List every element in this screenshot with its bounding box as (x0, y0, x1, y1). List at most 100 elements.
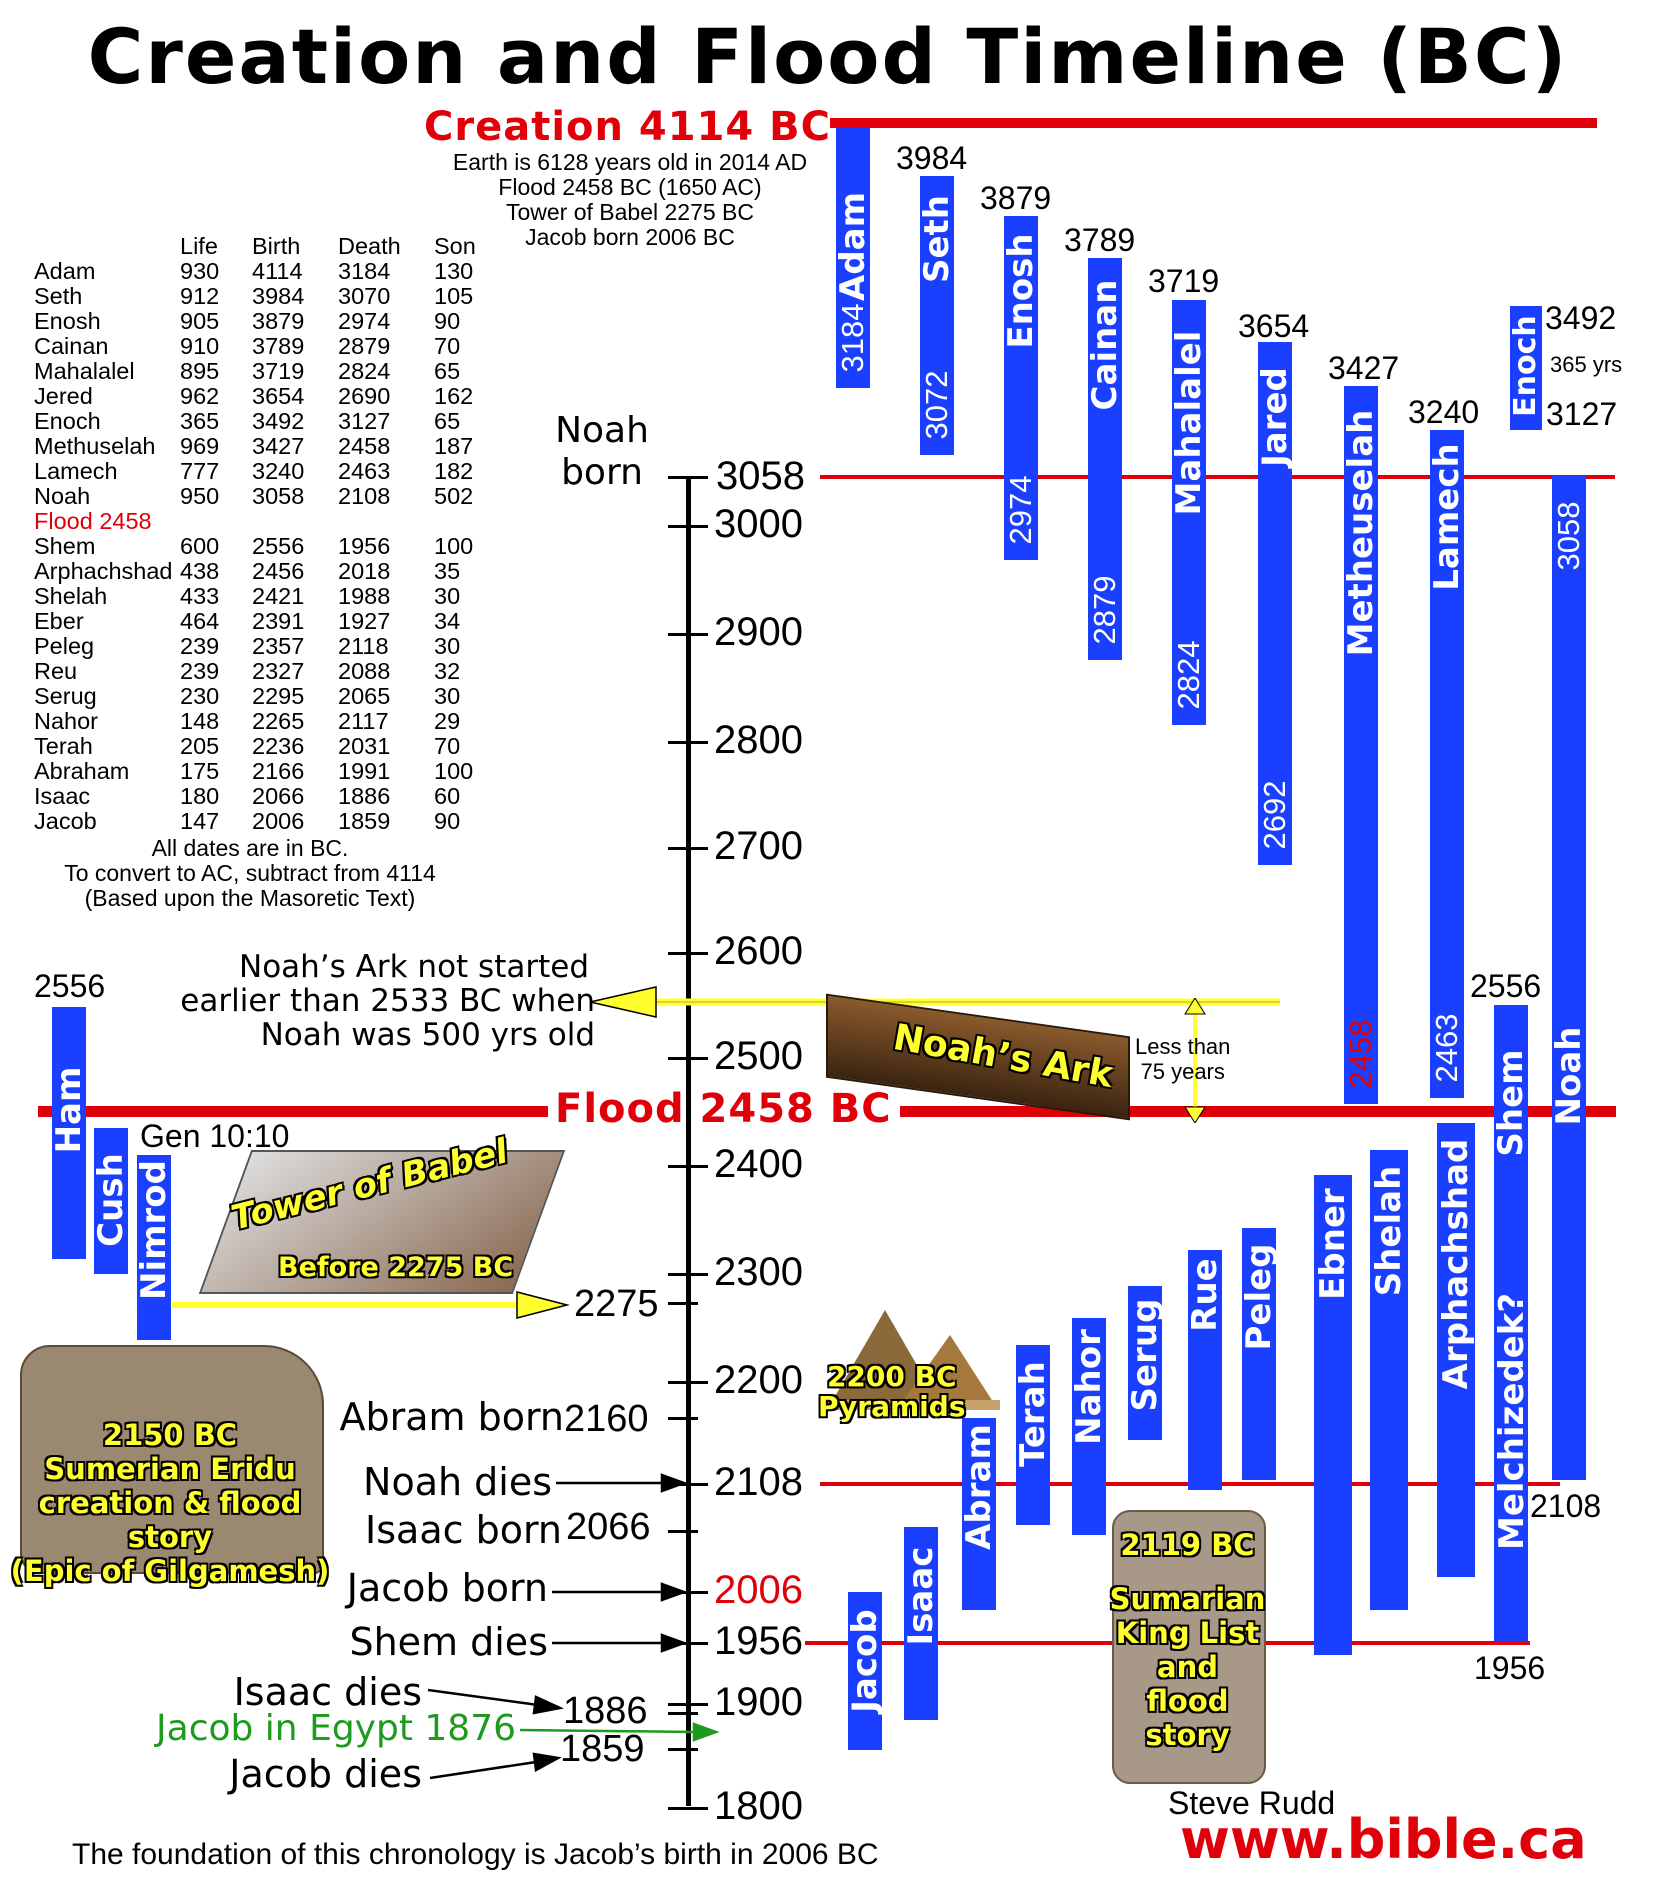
lifespan-bar-terah[interactable] (1016, 1345, 1050, 1525)
lifespan-bar-mahalalel[interactable] (1172, 300, 1206, 725)
axis-tick (668, 1591, 708, 1594)
table-cell: 950 (180, 483, 220, 509)
lifespan-bar-shelah[interactable] (1370, 1150, 1408, 1610)
table-cell: 3240 (252, 458, 305, 484)
table-cell: 2108 (338, 483, 391, 509)
table-cell: 205 (180, 733, 220, 759)
table-row: Shelah 433 2421 1988 30 (34, 584, 484, 609)
eridu-label: 2150 BC Sumerian Eridu creation & flood … (10, 1418, 330, 1588)
table-cell: Shelah (34, 583, 108, 609)
eridu-line: (Epic of Gilgamesh) (10, 1554, 330, 1588)
table-row: Serug 230 2295 2065 30 (34, 684, 484, 709)
site-link[interactable]: www.bible.ca (1180, 1808, 1587, 1871)
table-cell: 239 (180, 633, 220, 659)
table-cell: 1991 (338, 758, 391, 784)
table-cell: Reu (34, 658, 78, 684)
ham-bar[interactable] (52, 1007, 86, 1259)
table-cell: 962 (180, 383, 220, 409)
noah-born-label: Noah born (540, 410, 664, 494)
lifespan-bar-serug[interactable] (1128, 1286, 1162, 1440)
table-cell: 2066 (252, 783, 305, 809)
lifespan-bar-arphachshad[interactable] (1437, 1123, 1475, 1577)
lifespan-bar-adam[interactable] (836, 128, 870, 388)
axis-tick (668, 1381, 708, 1384)
less-than-line: Less than (1135, 1034, 1231, 1059)
table-cell: 2556 (252, 533, 305, 559)
lifespan-bar-lamech[interactable] (1430, 430, 1464, 1098)
table-cell: Jacob (34, 808, 97, 834)
axis-tick-label: 2700 (714, 824, 803, 868)
table-cell: 3127 (338, 408, 391, 434)
axis-tick (668, 1483, 708, 1486)
ark-note-line: earlier than 2533 BC when (180, 983, 595, 1019)
axis-tick (668, 1530, 698, 1533)
table-cell: 2265 (252, 708, 305, 734)
king-list-line: King List (1115, 1616, 1260, 1650)
bar-start-date: 3789 (1064, 222, 1136, 258)
table-cell: 777 (180, 458, 220, 484)
table-cell: Adam (34, 258, 96, 284)
axis-tick (668, 1712, 698, 1715)
less-than-arrow (1184, 998, 1206, 1123)
pyramid-icon (820, 1310, 1000, 1410)
table-row: Jacob 147 2006 1859 90 (34, 809, 484, 834)
jacob-dies-label: Jacob dies (229, 1752, 422, 1796)
table-cell: Flood 2458 (34, 508, 152, 534)
table-cell: Enoch (34, 408, 101, 434)
table-cell: 105 (434, 283, 474, 309)
eridu-line: 2150 BC (102, 1418, 238, 1452)
eridu-tablet-image (20, 1345, 324, 1574)
lifespan-bar-seth[interactable] (920, 176, 954, 455)
bar-name-label: Terah (1013, 1361, 1053, 1467)
cush-bar[interactable] (94, 1128, 128, 1274)
enoch-note: 365 yrs (1550, 352, 1623, 377)
lifespan-bar-enosh[interactable] (1004, 216, 1038, 560)
axis-tick (668, 525, 708, 528)
king-list-line: and (1157, 1650, 1218, 1684)
nimrod-bar[interactable] (137, 1155, 171, 1340)
info-line: Flood 2458 BC (1650 AC) (498, 174, 762, 200)
table-cell: 3654 (252, 383, 305, 409)
table-cell: 2166 (252, 758, 305, 784)
table-cell: Arphachshad (34, 558, 173, 584)
lifespan-bar-noah[interactable] (1552, 476, 1586, 1480)
table-row: Eber 464 2391 1927 34 (34, 609, 484, 634)
table-cell: Shem (34, 533, 96, 559)
table-cell: 969 (180, 433, 220, 459)
lifespan-bar-rue[interactable] (1188, 1250, 1222, 1490)
axis-tick (668, 1273, 708, 1276)
table-cell: 912 (180, 283, 220, 309)
king-list-image (1112, 1510, 1266, 1784)
lifespan-bar-cainan[interactable] (1088, 258, 1122, 660)
table-cell: Serug (34, 683, 97, 709)
lifespan-bar-abram[interactable] (962, 1418, 996, 1610)
lifespan-bar-metheuselah[interactable] (1344, 386, 1378, 1104)
table-header: Son (434, 233, 476, 259)
ark-note: Noah’s Ark not started earlier than 2533… (140, 950, 595, 1052)
king-list-line: flood story (1145, 1684, 1230, 1752)
table-row: Arphachshad 438 2456 2018 35 (34, 559, 484, 584)
table-cell: 65 (434, 408, 461, 434)
table-cell: 2018 (338, 558, 391, 584)
table-cell: 3058 (252, 483, 305, 509)
ark-note-line: Noah was 500 yrs old (260, 1017, 595, 1053)
table-cell: 29 (434, 708, 461, 734)
lifespan-bar-peleg[interactable] (1242, 1228, 1276, 1480)
lifespan-bar-ebner[interactable] (1314, 1175, 1352, 1655)
isaac-dies-date: 1886 (563, 1690, 648, 1732)
lifespan-bar-jared[interactable] (1258, 342, 1292, 865)
table-cell: 30 (434, 633, 461, 659)
lifespan-bar-nahor[interactable] (1072, 1318, 1106, 1535)
shem-bar[interactable] (1494, 1005, 1528, 1641)
lifespan-bar-isaac[interactable] (904, 1527, 938, 1720)
bar-start-date: 3654 (1238, 308, 1310, 344)
lifespan-bar-enoch[interactable] (1510, 306, 1542, 430)
table-header: Birth (252, 233, 301, 259)
table-cell: 3427 (252, 433, 305, 459)
axis-tick-label: 2006 (714, 1568, 803, 1612)
noah-born-text: Noah born (555, 410, 649, 493)
bar-name-label: Jacob (845, 1609, 885, 1713)
lifespan-bar-jacob[interactable] (848, 1592, 882, 1750)
axis-tick (668, 476, 708, 479)
